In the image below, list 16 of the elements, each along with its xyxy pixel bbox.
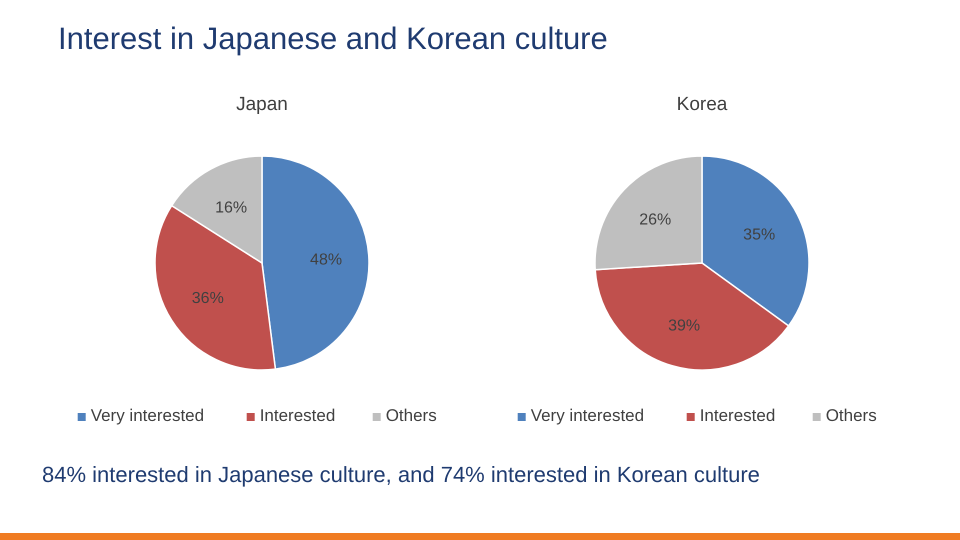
data-label: 48% [310,252,342,269]
chart-title: Japan [236,94,288,115]
legend-label: Very interested [90,406,204,425]
data-label: 39% [668,317,700,334]
legend-label: Others [826,406,877,425]
data-label: 16% [215,199,248,216]
legend-label: Others [386,406,437,425]
data-label: 36% [192,290,224,307]
data-label: 35% [743,226,776,244]
data-label: 26% [639,212,672,229]
text: Interest in Japanese and Korean culture [58,21,608,56]
legend-label: Interested [700,406,776,425]
chart-title: Korea [676,94,728,115]
text: 84% interested in Japanese culture, and 74% interested in Korean culture [42,462,760,487]
legend-label: Very interested [530,406,644,425]
legend-label: Interested [260,406,336,425]
